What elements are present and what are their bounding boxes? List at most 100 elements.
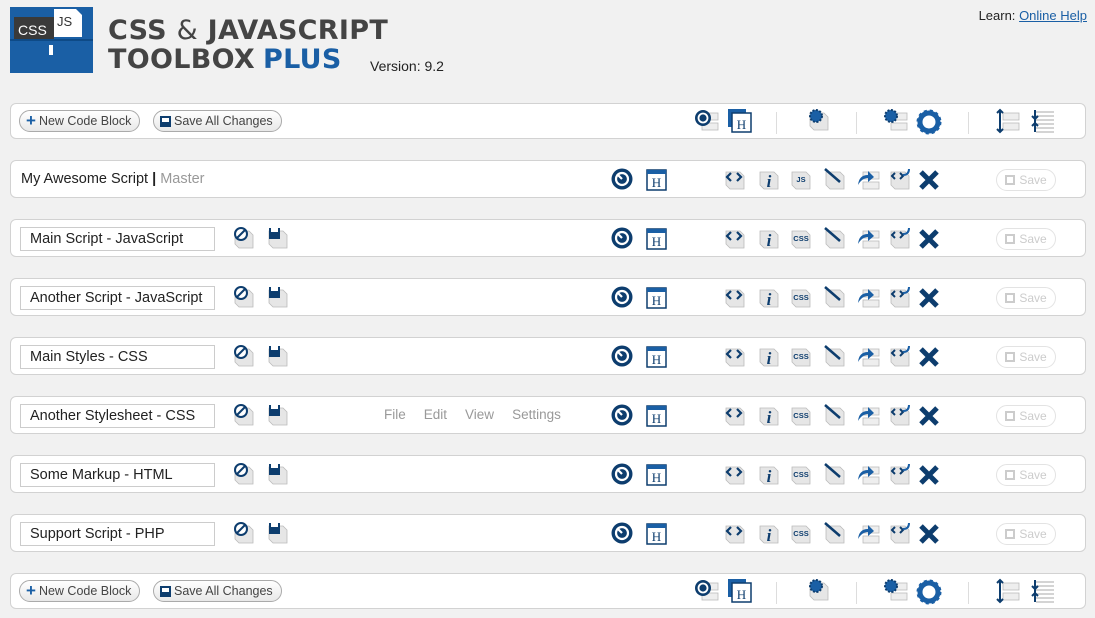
save-block-icon[interactable] xyxy=(265,521,291,547)
code-type-icon[interactable]: CSS xyxy=(788,521,814,547)
menu-file[interactable]: File xyxy=(384,407,406,422)
export-icon[interactable] xyxy=(855,285,881,311)
header-footer-icon[interactable]: H xyxy=(644,226,670,252)
block-name-input[interactable]: Some Markup - HTML xyxy=(20,463,215,487)
delete-icon[interactable] xyxy=(916,521,942,547)
edit-icon[interactable] xyxy=(822,344,848,370)
delete-icon[interactable] xyxy=(916,167,942,193)
disable-block-icon[interactable] xyxy=(231,285,257,311)
gear-icon[interactable] xyxy=(916,579,942,605)
export-icon[interactable] xyxy=(855,344,881,370)
revisions-all-icon[interactable] xyxy=(694,578,720,604)
export-icon[interactable] xyxy=(855,462,881,488)
export-icon[interactable] xyxy=(855,226,881,252)
code-icon[interactable] xyxy=(722,521,748,547)
delete-icon[interactable] xyxy=(916,462,942,488)
save-button[interactable]: Save xyxy=(996,287,1056,309)
import-icon[interactable] xyxy=(887,344,913,370)
disable-block-icon[interactable] xyxy=(231,521,257,547)
code-type-icon[interactable]: CSS xyxy=(788,285,814,311)
disable-block-icon[interactable] xyxy=(231,462,257,488)
save-button[interactable]: Save xyxy=(996,523,1056,545)
edit-icon[interactable] xyxy=(822,167,848,193)
export-icon[interactable] xyxy=(855,521,881,547)
delete-icon[interactable] xyxy=(916,226,942,252)
info-icon[interactable]: i xyxy=(756,344,782,370)
gear-icon[interactable] xyxy=(916,109,942,135)
disable-block-icon[interactable] xyxy=(231,226,257,252)
header-footer-icon[interactable]: H xyxy=(644,403,670,429)
save-block-icon[interactable] xyxy=(265,462,291,488)
save-block-icon[interactable] xyxy=(265,285,291,311)
expand-all-icon[interactable] xyxy=(995,578,1021,604)
header-footer-icon[interactable]: H xyxy=(644,462,670,488)
info-icon[interactable]: i xyxy=(756,167,782,193)
code-type-icon[interactable]: JS xyxy=(788,167,814,193)
revisions-icon[interactable] xyxy=(610,521,636,547)
import-icon[interactable] xyxy=(887,285,913,311)
settings-page-icon[interactable] xyxy=(806,108,832,134)
revisions-icon[interactable] xyxy=(610,167,636,193)
header-footer-icon[interactable]: H xyxy=(644,285,670,311)
import-icon[interactable] xyxy=(887,226,913,252)
edit-icon[interactable] xyxy=(822,226,848,252)
revisions-icon[interactable] xyxy=(610,285,636,311)
info-icon[interactable]: i xyxy=(756,403,782,429)
delete-icon[interactable] xyxy=(916,285,942,311)
save-block-icon[interactable] xyxy=(265,403,291,429)
import-icon[interactable] xyxy=(887,462,913,488)
save-button[interactable]: Save xyxy=(996,405,1056,427)
delete-icon[interactable] xyxy=(916,344,942,370)
save-block-icon[interactable] xyxy=(265,226,291,252)
export-icon[interactable] xyxy=(855,403,881,429)
revisions-icon[interactable] xyxy=(610,403,636,429)
expand-all-icon[interactable] xyxy=(995,108,1021,134)
collapse-all-icon[interactable] xyxy=(1030,108,1056,134)
disable-block-icon[interactable] xyxy=(231,344,257,370)
save-all-changes-button[interactable]: Save All Changes xyxy=(153,580,282,602)
import-icon[interactable] xyxy=(887,521,913,547)
save-button[interactable]: Save xyxy=(996,464,1056,486)
block-name-input[interactable]: Another Script - JavaScript xyxy=(20,286,215,310)
code-icon[interactable] xyxy=(722,462,748,488)
block-name-input[interactable]: Main Styles - CSS xyxy=(20,345,215,369)
delete-icon[interactable] xyxy=(916,403,942,429)
save-block-icon[interactable] xyxy=(265,344,291,370)
code-type-icon[interactable]: CSS xyxy=(788,403,814,429)
code-type-icon[interactable]: CSS xyxy=(788,226,814,252)
import-icon[interactable] xyxy=(887,167,913,193)
info-icon[interactable]: i xyxy=(756,521,782,547)
revisions-all-icon[interactable] xyxy=(694,108,720,134)
header-footer-all-icon[interactable]: H xyxy=(727,108,753,134)
block-name-input[interactable]: Another Stylesheet - CSS xyxy=(20,404,215,428)
info-icon[interactable]: i xyxy=(756,285,782,311)
code-icon[interactable] xyxy=(722,344,748,370)
import-icon[interactable] xyxy=(887,403,913,429)
collapse-all-icon[interactable] xyxy=(1030,578,1056,604)
revisions-icon[interactable] xyxy=(610,344,636,370)
edit-icon[interactable] xyxy=(822,403,848,429)
settings-grid-icon[interactable] xyxy=(883,578,909,604)
code-icon[interactable] xyxy=(722,403,748,429)
new-code-block-button[interactable]: + New Code Block xyxy=(19,110,141,132)
edit-icon[interactable] xyxy=(822,521,848,547)
header-footer-icon[interactable]: H xyxy=(644,521,670,547)
code-icon[interactable] xyxy=(722,285,748,311)
revisions-icon[interactable] xyxy=(610,462,636,488)
header-footer-all-icon[interactable]: H xyxy=(727,578,753,604)
code-type-icon[interactable]: CSS xyxy=(788,344,814,370)
online-help-link[interactable]: Online Help xyxy=(1019,8,1087,23)
save-button[interactable]: Save xyxy=(996,169,1056,191)
code-icon[interactable] xyxy=(722,167,748,193)
code-type-icon[interactable]: CSS xyxy=(788,462,814,488)
info-icon[interactable]: i xyxy=(756,226,782,252)
revisions-icon[interactable] xyxy=(610,226,636,252)
save-all-changes-button[interactable]: Save All Changes xyxy=(153,110,282,132)
settings-grid-icon[interactable] xyxy=(883,108,909,134)
export-icon[interactable] xyxy=(855,167,881,193)
save-button[interactable]: Save xyxy=(996,228,1056,250)
header-footer-icon[interactable]: H xyxy=(644,167,670,193)
menu-settings[interactable]: Settings xyxy=(512,407,561,422)
menu-view[interactable]: View xyxy=(465,407,495,422)
block-name-input[interactable]: Main Script - JavaScript xyxy=(20,227,215,251)
